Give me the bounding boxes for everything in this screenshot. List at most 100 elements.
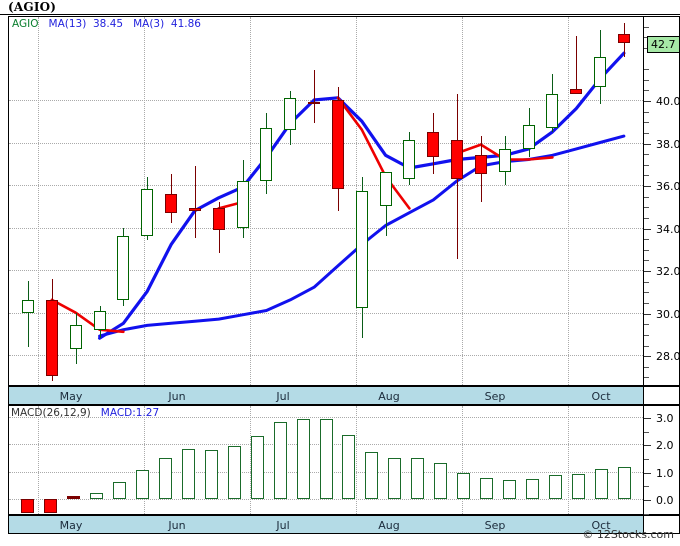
axis-tick: [644, 186, 651, 188]
macd-gridline-v: [356, 406, 357, 514]
axis-minor-tick: [644, 111, 649, 113]
macd-axis-label: 1.0: [656, 466, 674, 480]
axis-minor-tick: [644, 47, 649, 49]
macd-bar-positive: [526, 478, 539, 499]
legend-ma3-value: 41.86: [170, 18, 201, 30]
macd-bar-negative: [44, 498, 57, 513]
macd-bar-positive: [228, 445, 241, 499]
candle-up: [546, 93, 558, 128]
candle-up: [70, 325, 82, 349]
gridline-h: [9, 355, 643, 357]
candle-down: [165, 193, 177, 213]
macd-bar-positive: [90, 492, 103, 499]
macd-bar-negative: [21, 498, 34, 513]
axis-tick: [644, 356, 651, 358]
gridline-v: [462, 17, 463, 385]
axis-tick: [644, 143, 651, 145]
macd-bar-positive: [159, 457, 172, 499]
axis-minor-tick: [644, 334, 649, 336]
macd-gridline-h: [9, 498, 643, 500]
price-axis-label: 38.0: [656, 137, 680, 151]
candle-down: [308, 102, 320, 105]
macd-axis-tick: [644, 499, 651, 501]
gridline-v: [568, 17, 569, 385]
month-label-oct: Oct: [591, 519, 611, 532]
macd-axis-tick: [644, 417, 651, 419]
candle-down: [475, 155, 487, 175]
gridline-v: [250, 17, 251, 385]
axis-minor-tick: [644, 69, 649, 71]
axis-minor-tick: [644, 175, 649, 177]
price-legend: AGIO MA(13) 38.45 MA(3) 41.86: [12, 18, 201, 30]
candle-up: [356, 191, 368, 309]
price-axis-label: 40.0: [656, 94, 680, 108]
macd-bar-positive: [320, 419, 333, 499]
macd-bar-positive: [480, 478, 493, 499]
month-label-jul: Jul: [276, 519, 290, 532]
price-axis-label: 34.0: [656, 222, 680, 236]
macd-bar-positive: [342, 434, 355, 499]
month-axis-price: May Jun Jul Aug Sep Oct: [8, 386, 644, 405]
month-label-aug: Aug: [378, 390, 400, 403]
month-label-sep: Sep: [484, 519, 506, 532]
gridline-h: [9, 227, 643, 229]
axis-minor-tick: [644, 345, 649, 347]
axis-tick: [644, 271, 651, 273]
macd-axis-minor-tick: [644, 431, 649, 433]
ma3-line: [50, 298, 125, 334]
axis-minor-tick: [644, 292, 649, 294]
macd-bar-positive: [182, 448, 195, 499]
candle-up: [380, 172, 392, 207]
candle-wick: [195, 165, 196, 239]
macd-bar-flat: [67, 496, 80, 499]
axis-minor-tick: [644, 164, 649, 166]
candle-down: [570, 89, 582, 94]
price-chart-panel: [8, 16, 644, 386]
macd-bar-positive: [503, 480, 516, 499]
month-label-may: May: [59, 390, 83, 403]
candle-down: [427, 131, 439, 158]
macd-bar-positive: [136, 469, 149, 499]
gridline-v: [38, 17, 39, 385]
macd-bar-positive: [274, 422, 287, 499]
macd-bar-positive: [388, 457, 401, 499]
axis-minor-tick: [644, 366, 649, 368]
axis-minor-tick: [644, 239, 649, 241]
candle-up: [117, 236, 129, 300]
macd-bar-positive: [572, 473, 585, 499]
axis-minor-tick: [644, 196, 649, 198]
month-label-jun: Jun: [168, 519, 186, 532]
axis-minor-tick: [644, 324, 649, 326]
macd-gridline-v: [462, 406, 463, 514]
legend-ma13-value: 38.45: [93, 18, 124, 30]
page-title: (AGIO): [8, 0, 57, 14]
candle-wick: [314, 70, 315, 124]
month-label-aug: Aug: [378, 519, 400, 532]
price-axis-label: 36.0: [656, 180, 680, 194]
macd-gridline-v: [568, 406, 569, 514]
current-price-badge: 42.7: [647, 35, 680, 53]
candle-down: [451, 140, 463, 179]
macd-bar-positive: [595, 469, 608, 499]
macd-axis-minor-tick: [644, 458, 649, 460]
candle-up: [22, 299, 34, 313]
macd-params: MACD(26,12,9): [11, 407, 91, 419]
candle-down: [46, 299, 58, 377]
axis-tick: [644, 100, 651, 102]
axis-minor-tick: [644, 122, 649, 124]
macd-bar-positive: [297, 419, 310, 499]
macd-axis-label: 0.0: [656, 493, 674, 507]
macd-axis-label: 2.0: [656, 439, 674, 453]
legend-ma13-label: MA(13): [48, 18, 87, 30]
gridline-h: [9, 312, 643, 314]
copyright-footer: © 12Stocks.com: [582, 528, 674, 541]
ma3-line: [336, 96, 411, 210]
candle-down: [332, 99, 344, 190]
macd-bar-positive: [549, 475, 562, 499]
axis-tick: [644, 313, 651, 315]
macd-gridline-v: [38, 406, 39, 514]
axis-minor-tick: [644, 26, 649, 28]
legend-ma3-label: MA(3): [133, 18, 165, 30]
macd-gridline-v: [144, 406, 145, 514]
month-label-jun: Jun: [168, 390, 186, 403]
